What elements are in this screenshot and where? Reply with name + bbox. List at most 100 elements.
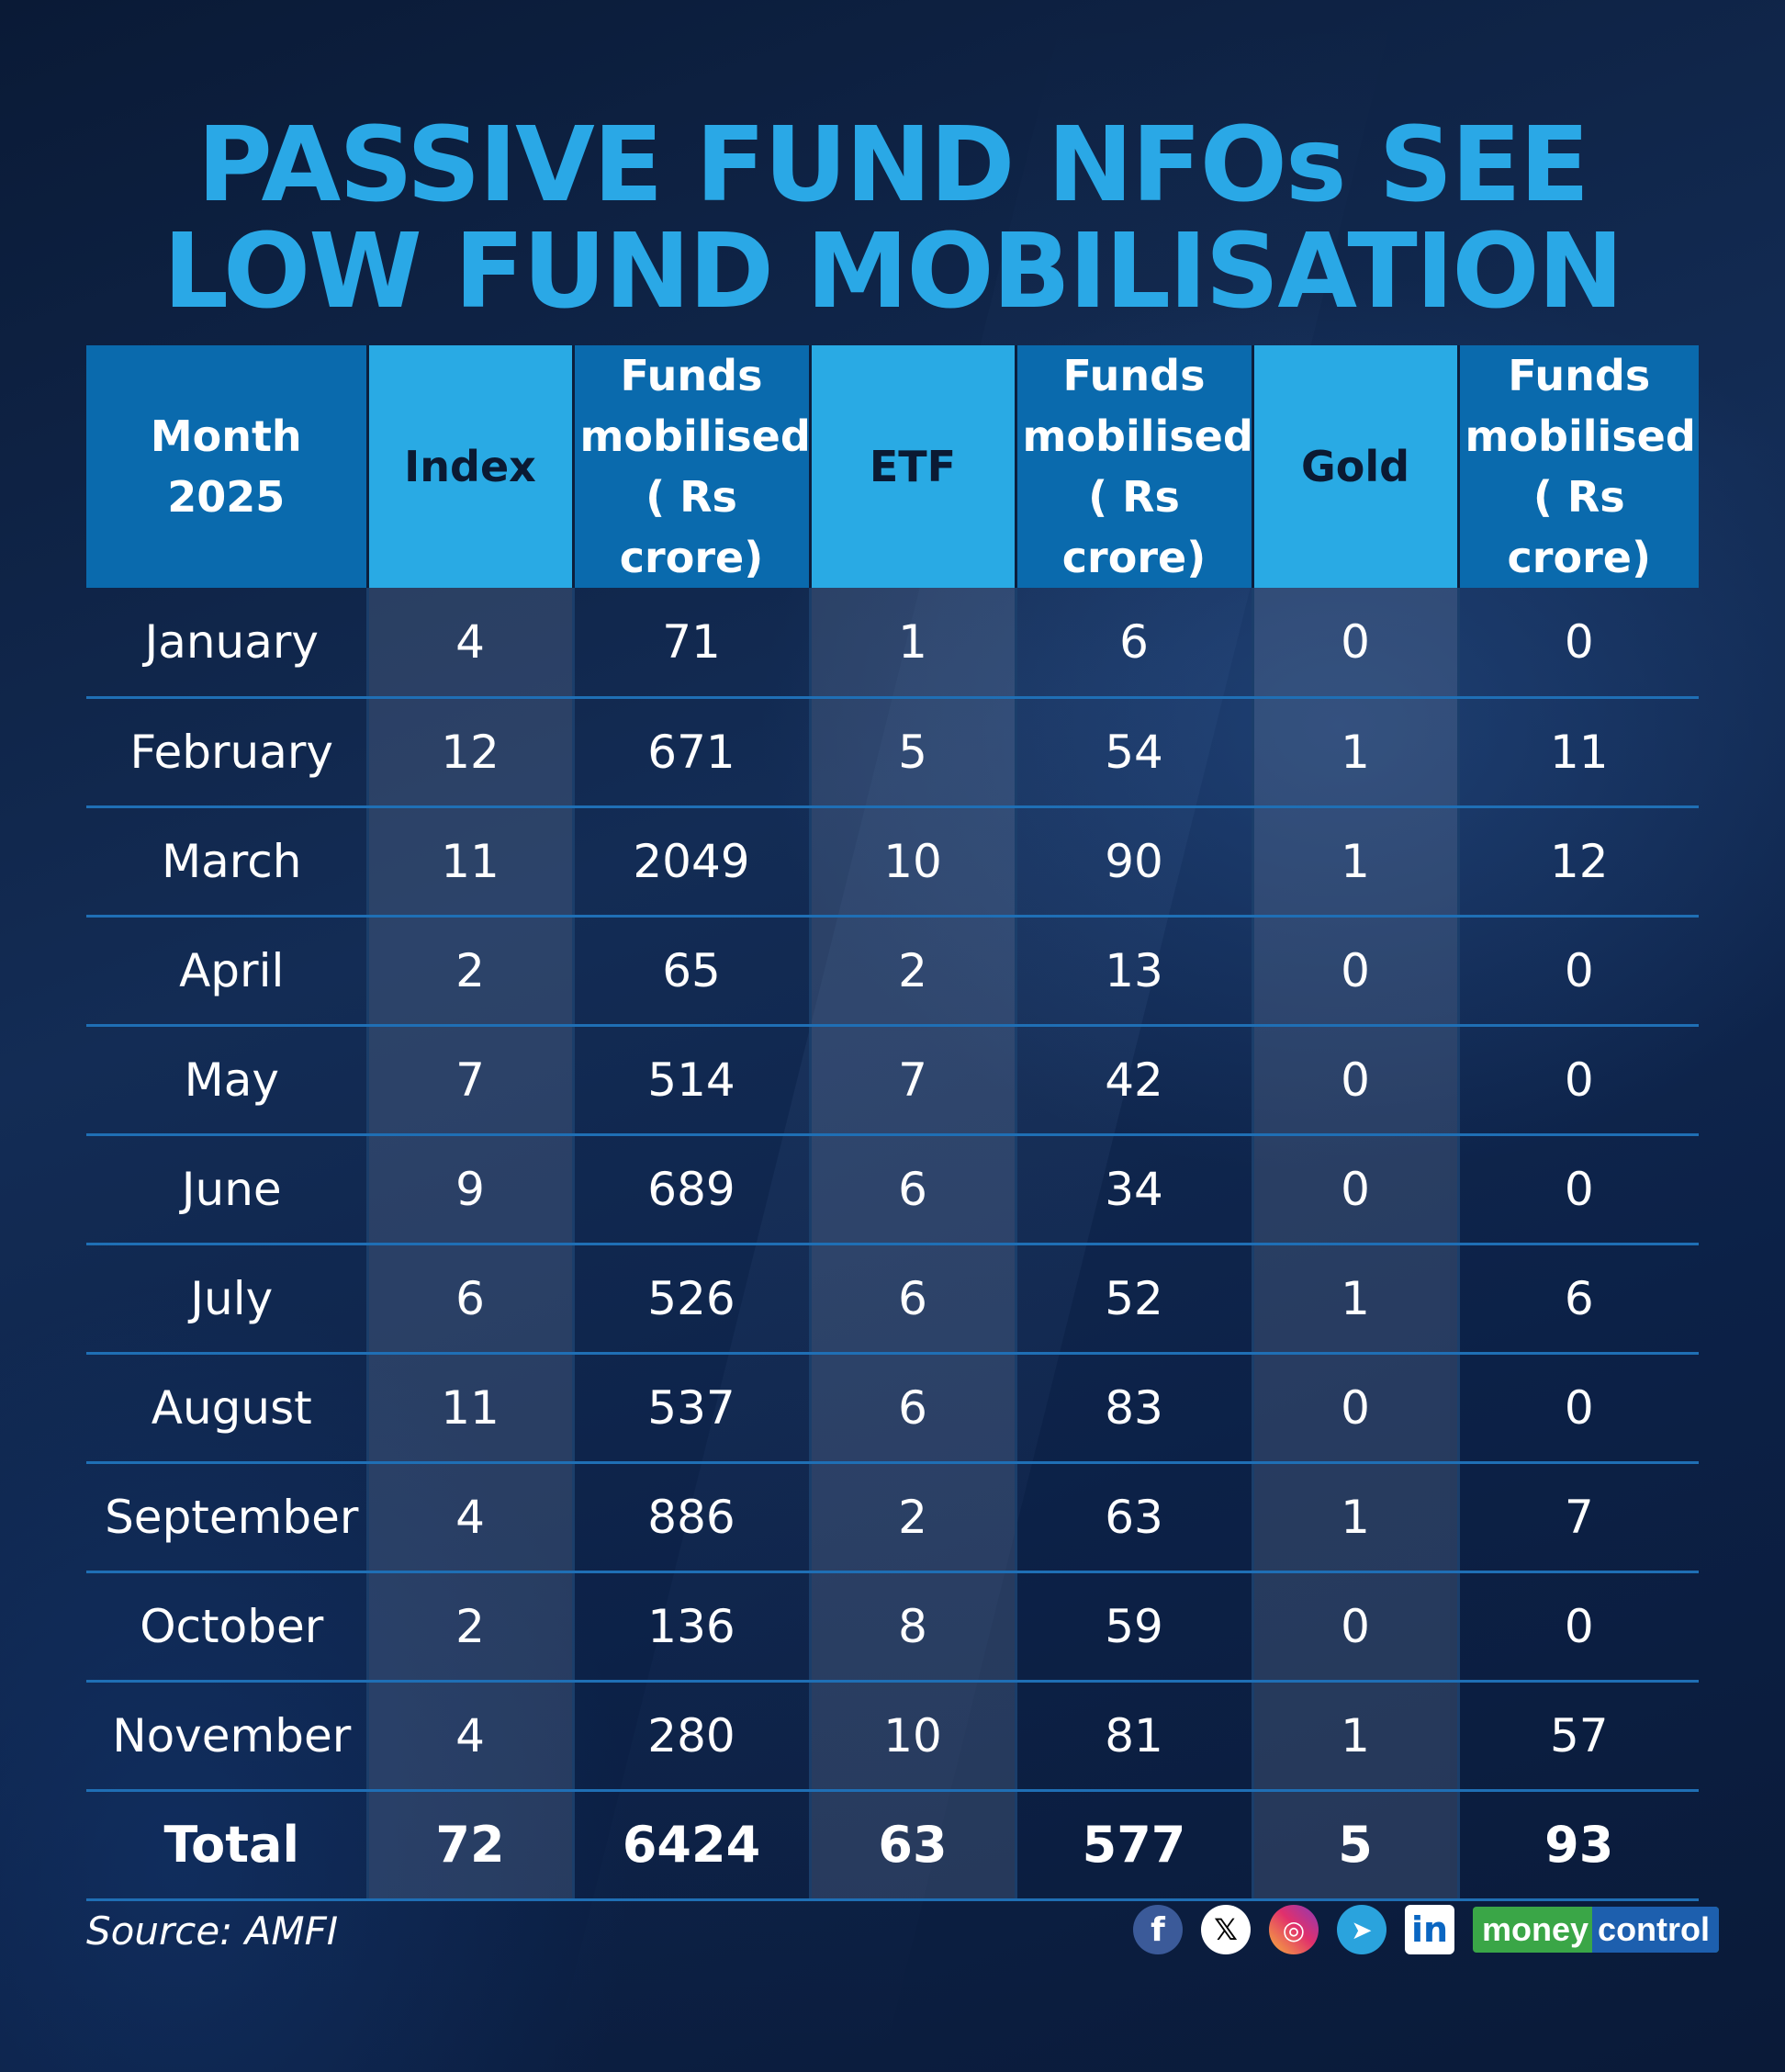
cell-index-funds: 537 bbox=[573, 1353, 812, 1464]
total-row: Total 72 6424 63 577 5 93 bbox=[86, 1790, 1699, 1901]
title-line-2: LOW FUND MOBILISATION bbox=[163, 212, 1624, 332]
cell-index: 7 bbox=[367, 1025, 575, 1136]
header-gold: Gold bbox=[1252, 345, 1460, 588]
cell-total-etf-funds: 577 bbox=[1016, 1790, 1254, 1901]
cell-gold-funds: 12 bbox=[1458, 806, 1699, 918]
cell-gold: 1 bbox=[1252, 1244, 1460, 1355]
cell-month: August bbox=[86, 1353, 369, 1464]
cell-etf-funds: 63 bbox=[1016, 1462, 1254, 1573]
moneycontrol-logo: money control bbox=[1473, 1907, 1720, 1953]
cell-etf-funds: 52 bbox=[1016, 1244, 1254, 1355]
cell-index: 2 bbox=[367, 1571, 575, 1683]
logo-control: control bbox=[1592, 1907, 1720, 1953]
instagram-icon[interactable]: ◎ bbox=[1269, 1905, 1319, 1954]
cell-index: 9 bbox=[367, 1134, 575, 1245]
cell-index: 4 bbox=[367, 1462, 575, 1573]
cell-index-funds: 136 bbox=[573, 1571, 812, 1683]
header-line: mobilised bbox=[1022, 411, 1253, 461]
cell-index: 11 bbox=[367, 1353, 575, 1464]
cell-gold: 1 bbox=[1252, 1462, 1460, 1573]
cell-gold: 0 bbox=[1252, 1025, 1460, 1136]
cell-index-funds: 2049 bbox=[573, 806, 812, 918]
cell-index: 4 bbox=[367, 588, 575, 699]
cell-index-funds: 514 bbox=[573, 1025, 812, 1136]
header-line: ( Rs crore) bbox=[1061, 472, 1207, 582]
cell-etf: 6 bbox=[810, 1244, 1017, 1355]
cell-etf: 8 bbox=[810, 1571, 1017, 1683]
table-row: April 2 65 2 13 0 0 bbox=[86, 916, 1699, 1027]
cell-etf: 1 bbox=[810, 588, 1017, 699]
cell-etf-funds: 59 bbox=[1016, 1571, 1254, 1683]
cell-month: October bbox=[86, 1571, 369, 1683]
cell-total-index: 72 bbox=[367, 1790, 575, 1901]
table-row: October 2 136 8 59 0 0 bbox=[86, 1571, 1699, 1683]
nfo-table: Month 2025 Index Funds mobilised ( Rs cr… bbox=[86, 345, 1699, 1901]
cell-index-funds: 689 bbox=[573, 1134, 812, 1245]
table-row: February 12 671 5 54 1 11 bbox=[86, 697, 1699, 808]
cell-gold-funds: 7 bbox=[1458, 1462, 1699, 1573]
cell-index-funds: 526 bbox=[573, 1244, 812, 1355]
header-line: Funds bbox=[1062, 351, 1206, 400]
cell-index: 11 bbox=[367, 806, 575, 918]
header-gold-funds: Funds mobilised ( Rs crore) bbox=[1458, 345, 1699, 588]
cell-gold-funds: 0 bbox=[1458, 1134, 1699, 1245]
cell-gold: 0 bbox=[1252, 588, 1460, 699]
table-row: March 11 2049 10 90 1 12 bbox=[86, 806, 1699, 918]
cell-month: February bbox=[86, 697, 369, 808]
header-line: mobilised bbox=[579, 411, 811, 461]
telegram-icon[interactable]: ➤ bbox=[1337, 1905, 1386, 1954]
cell-index: 12 bbox=[367, 697, 575, 808]
table-row: August 11 537 6 83 0 0 bbox=[86, 1353, 1699, 1464]
cell-month: May bbox=[86, 1025, 369, 1136]
header-line: mobilised bbox=[1465, 411, 1696, 461]
cell-etf: 6 bbox=[810, 1353, 1017, 1464]
cell-month: November bbox=[86, 1681, 369, 1792]
table-row: January 4 71 1 6 0 0 bbox=[86, 588, 1699, 699]
x-icon[interactable]: 𝕏 bbox=[1201, 1905, 1251, 1954]
cell-gold-funds: 0 bbox=[1458, 1025, 1699, 1136]
cell-etf: 7 bbox=[810, 1025, 1017, 1136]
cell-gold-funds: 11 bbox=[1458, 697, 1699, 808]
header-row: Month 2025 Index Funds mobilised ( Rs cr… bbox=[86, 345, 1699, 588]
social-bar: f 𝕏 ◎ ➤ in money control bbox=[1133, 1905, 1720, 1954]
cell-etf-funds: 42 bbox=[1016, 1025, 1254, 1136]
cell-etf-funds: 90 bbox=[1016, 806, 1254, 918]
cell-etf: 10 bbox=[810, 1681, 1017, 1792]
cell-etf: 6 bbox=[810, 1134, 1017, 1245]
cell-gold: 1 bbox=[1252, 697, 1460, 808]
cell-gold-funds: 0 bbox=[1458, 1353, 1699, 1464]
cell-etf-funds: 34 bbox=[1016, 1134, 1254, 1245]
cell-gold-funds: 57 bbox=[1458, 1681, 1699, 1792]
cell-etf-funds: 6 bbox=[1016, 588, 1254, 699]
linkedin-icon[interactable]: in bbox=[1405, 1905, 1454, 1954]
cell-gold: 0 bbox=[1252, 1134, 1460, 1245]
header-index-funds: Funds mobilised ( Rs crore) bbox=[573, 345, 812, 588]
cell-total-gold-funds: 93 bbox=[1458, 1790, 1699, 1901]
cell-index-funds: 280 bbox=[573, 1681, 812, 1792]
header-etf-funds: Funds mobilised ( Rs crore) bbox=[1016, 345, 1254, 588]
cell-etf: 2 bbox=[810, 916, 1017, 1027]
header-line: ( Rs crore) bbox=[619, 472, 764, 582]
cell-gold-funds: 0 bbox=[1458, 1571, 1699, 1683]
table-row: November 4 280 10 81 1 57 bbox=[86, 1681, 1699, 1792]
facebook-icon[interactable]: f bbox=[1133, 1905, 1183, 1954]
cell-etf-funds: 83 bbox=[1016, 1353, 1254, 1464]
cell-month: April bbox=[86, 916, 369, 1027]
cell-gold: 0 bbox=[1252, 1353, 1460, 1464]
header-line: Funds bbox=[1508, 351, 1651, 400]
cell-total-gold: 5 bbox=[1252, 1790, 1460, 1901]
cell-gold: 0 bbox=[1252, 1571, 1460, 1683]
cell-etf-funds: 54 bbox=[1016, 697, 1254, 808]
cell-month: September bbox=[86, 1462, 369, 1573]
cell-etf: 10 bbox=[810, 806, 1017, 918]
cell-index-funds: 671 bbox=[573, 697, 812, 808]
cell-etf: 2 bbox=[810, 1462, 1017, 1573]
cell-index: 2 bbox=[367, 916, 575, 1027]
cell-total-label: Total bbox=[86, 1790, 369, 1901]
source-note: Source: AMFI bbox=[86, 1909, 339, 1954]
cell-index-funds: 71 bbox=[573, 588, 812, 699]
cell-index: 6 bbox=[367, 1244, 575, 1355]
cell-index-funds: 65 bbox=[573, 916, 812, 1027]
header-line: Funds bbox=[620, 351, 763, 400]
table-row: May 7 514 7 42 0 0 bbox=[86, 1025, 1699, 1136]
